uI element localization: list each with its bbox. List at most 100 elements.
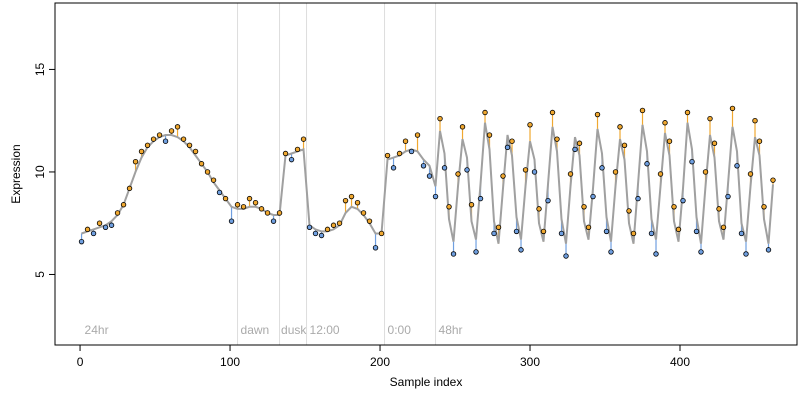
data-point (612, 169, 619, 175)
data-point (702, 169, 709, 175)
data-point (482, 109, 488, 116)
data-point (513, 228, 520, 235)
data-point (246, 195, 253, 202)
data-point (711, 140, 718, 146)
data-point (354, 200, 361, 206)
data-point (156, 132, 163, 138)
data-point (396, 150, 403, 157)
x-tick-label: 0 (77, 355, 84, 369)
data-point (644, 161, 650, 167)
data-point (756, 138, 763, 144)
data-point (743, 251, 749, 257)
data-point (473, 249, 479, 255)
annotation: 12:00 (310, 323, 340, 337)
data-point (684, 109, 691, 116)
data-point (698, 249, 704, 255)
data-point (450, 251, 457, 257)
data-point (554, 136, 560, 142)
data-point (90, 230, 97, 237)
data-point (716, 206, 722, 212)
data-point (455, 171, 461, 177)
data-point (216, 189, 223, 196)
data-point (671, 204, 677, 210)
data-point (144, 142, 151, 148)
data-point (114, 210, 121, 216)
data-point (626, 208, 632, 214)
data-point (563, 253, 569, 259)
data-point (258, 206, 265, 212)
data-point (78, 238, 85, 245)
data-point (408, 148, 415, 155)
x-tick-label: 100 (220, 355, 240, 369)
data-point (468, 202, 475, 208)
data-point (630, 230, 637, 237)
data-point (126, 185, 133, 192)
data-point (150, 136, 157, 142)
data-point (446, 204, 452, 210)
data-point (390, 165, 397, 171)
data-point (222, 195, 229, 202)
data-point (288, 156, 295, 163)
y-tick-label: 5 (33, 271, 47, 278)
data-point (432, 193, 439, 200)
data-point (603, 228, 610, 235)
data-point (414, 132, 421, 138)
data-point (330, 222, 337, 228)
data-point (518, 247, 524, 253)
data-point (198, 161, 205, 167)
data-point (531, 169, 538, 175)
data-point (527, 122, 533, 128)
data-point (666, 138, 673, 144)
data-point (342, 197, 349, 204)
data-point (752, 117, 758, 124)
data-point (500, 173, 506, 179)
data-point (336, 220, 343, 226)
data-point (240, 204, 247, 210)
data-point (765, 247, 772, 253)
data-point (590, 193, 596, 200)
annotation: 48hr (439, 323, 463, 337)
data-point (576, 140, 583, 146)
data-point (324, 226, 331, 233)
data-point (729, 105, 736, 112)
data-point (585, 224, 592, 231)
annotation: 0:00 (388, 323, 412, 337)
data-point (84, 226, 91, 233)
data-point (420, 163, 427, 169)
data-point (693, 228, 700, 235)
data-point (540, 228, 547, 235)
data-point (617, 124, 623, 130)
data-point (495, 224, 502, 231)
data-point (174, 124, 181, 130)
data-point (599, 165, 605, 171)
data-point (680, 197, 686, 204)
data-point (738, 230, 745, 237)
data-point (306, 224, 313, 231)
data-point (168, 128, 175, 134)
data-point (360, 210, 367, 216)
data-point (180, 136, 187, 142)
data-point (761, 204, 767, 210)
data-point (594, 111, 601, 118)
data-point (464, 167, 470, 173)
data-point (384, 152, 391, 159)
data-point (348, 193, 355, 200)
data-point (192, 148, 199, 155)
annotation: 24hr (85, 323, 109, 337)
data-point (312, 230, 319, 237)
x-tick-label: 300 (520, 355, 540, 369)
data-point (662, 120, 668, 126)
data-point (120, 202, 127, 208)
data-point (536, 206, 542, 212)
data-point (509, 138, 515, 144)
data-point (653, 251, 659, 257)
data-point (657, 171, 664, 177)
data-point (318, 232, 325, 239)
data-point (477, 195, 484, 202)
data-point (459, 124, 466, 130)
data-point (621, 142, 628, 148)
data-point (567, 171, 574, 177)
data-point (639, 107, 646, 114)
fitted-line (81, 122, 774, 244)
